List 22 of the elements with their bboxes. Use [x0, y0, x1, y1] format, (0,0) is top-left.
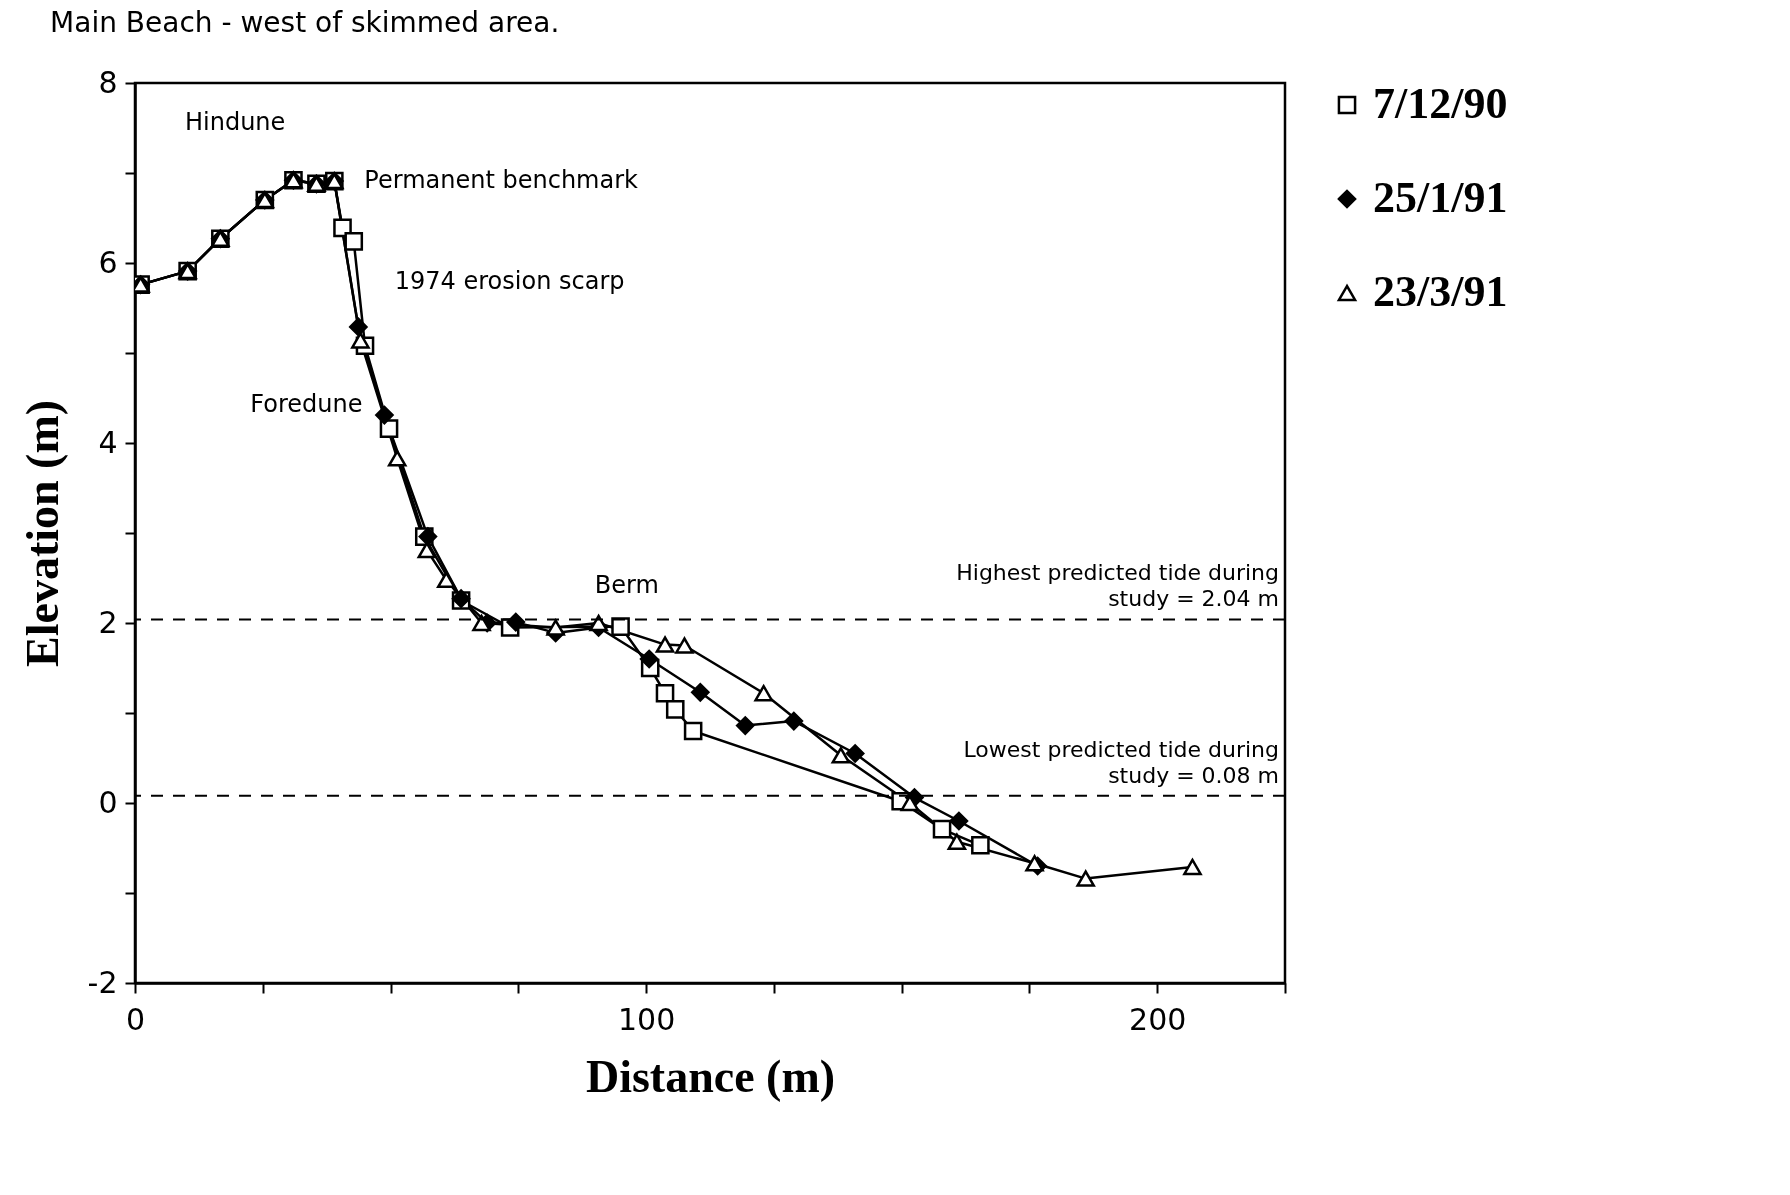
x-tick-label: 200: [1129, 1001, 1187, 1037]
annotation: Berm: [594, 571, 659, 599]
y-tick-label: 8: [98, 64, 118, 100]
x-axis-title: Distance (m): [585, 1050, 836, 1102]
y-tick-label: 6: [98, 244, 118, 280]
x-tick-label: 0: [125, 1001, 146, 1037]
annotation: Permanent benchmark: [364, 166, 639, 195]
legend-label: 25/1/91: [1373, 173, 1508, 222]
annotation: Foredune: [250, 390, 363, 419]
y-axis-title: Elevation (m): [16, 399, 68, 668]
annotation: 1974 erosion scarp: [394, 267, 625, 295]
legend-label: 7/12/90: [1373, 79, 1508, 128]
legend-label: 23/3/91: [1373, 267, 1508, 316]
ref-line-label: Highest predicted tide during study = 2.04 m: [956, 560, 1279, 612]
annotation: Hindune: [185, 108, 286, 136]
ref-line-label: Lowest predicted tide during study = 0.08 m: [963, 736, 1279, 788]
x-tick-label: 100: [617, 1001, 676, 1037]
y-tick-label: -2: [87, 964, 118, 1000]
y-tick-label: 4: [98, 424, 118, 460]
y-tick-label: 2: [98, 604, 118, 640]
y-tick-label: 0: [98, 784, 118, 820]
chart-title: Main Beach - west of skimmed area.: [50, 6, 560, 39]
